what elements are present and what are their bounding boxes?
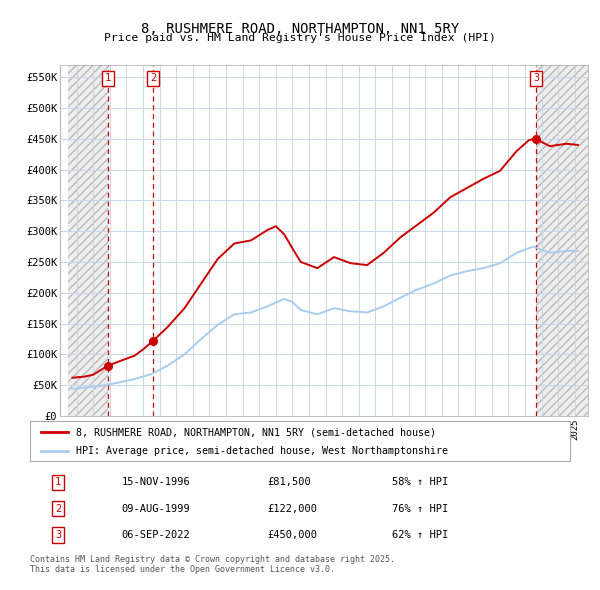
Text: 8, RUSHMERE ROAD, NORTHAMPTON, NN1 5RY: 8, RUSHMERE ROAD, NORTHAMPTON, NN1 5RY — [141, 22, 459, 36]
Text: 06-SEP-2022: 06-SEP-2022 — [122, 530, 191, 540]
Text: £81,500: £81,500 — [268, 477, 311, 487]
Text: 09-AUG-1999: 09-AUG-1999 — [122, 504, 191, 513]
Text: 1: 1 — [55, 477, 61, 487]
Text: £450,000: £450,000 — [268, 530, 317, 540]
Text: HPI: Average price, semi-detached house, West Northamptonshire: HPI: Average price, semi-detached house,… — [76, 445, 448, 455]
Text: 15-NOV-1996: 15-NOV-1996 — [122, 477, 191, 487]
Text: 62% ↑ HPI: 62% ↑ HPI — [392, 530, 448, 540]
Text: £122,000: £122,000 — [268, 504, 317, 513]
Text: 58% ↑ HPI: 58% ↑ HPI — [392, 477, 448, 487]
Text: 3: 3 — [55, 530, 61, 540]
Text: 76% ↑ HPI: 76% ↑ HPI — [392, 504, 448, 513]
Text: Contains HM Land Registry data © Crown copyright and database right 2025.
This d: Contains HM Land Registry data © Crown c… — [30, 555, 395, 574]
Text: 1: 1 — [104, 73, 111, 83]
Text: Price paid vs. HM Land Registry's House Price Index (HPI): Price paid vs. HM Land Registry's House … — [104, 33, 496, 43]
Text: 8, RUSHMERE ROAD, NORTHAMPTON, NN1 5RY (semi-detached house): 8, RUSHMERE ROAD, NORTHAMPTON, NN1 5RY (… — [76, 427, 436, 437]
Text: 2: 2 — [55, 504, 61, 513]
Bar — [536, 65, 588, 416]
Text: 2: 2 — [150, 73, 156, 83]
Text: 3: 3 — [533, 73, 539, 83]
Bar — [68, 65, 108, 416]
